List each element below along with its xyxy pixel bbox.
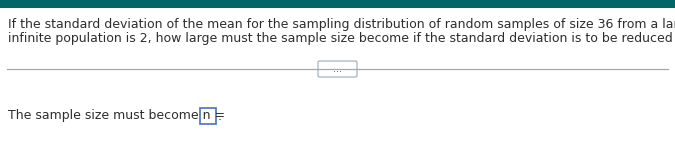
Text: If the standard deviation of the mean for the sampling distribution of random sa: If the standard deviation of the mean fo…: [8, 18, 675, 31]
Text: .: .: [218, 110, 222, 122]
Text: The sample size must become n =: The sample size must become n =: [8, 110, 229, 122]
Bar: [0, 0, 675, 8]
Text: ...: ...: [333, 64, 342, 74]
Text: infinite population is 2, how large must the sample size become if the standard : infinite population is 2, how large must…: [8, 32, 675, 45]
FancyBboxPatch shape: [200, 108, 216, 124]
FancyBboxPatch shape: [318, 61, 357, 77]
